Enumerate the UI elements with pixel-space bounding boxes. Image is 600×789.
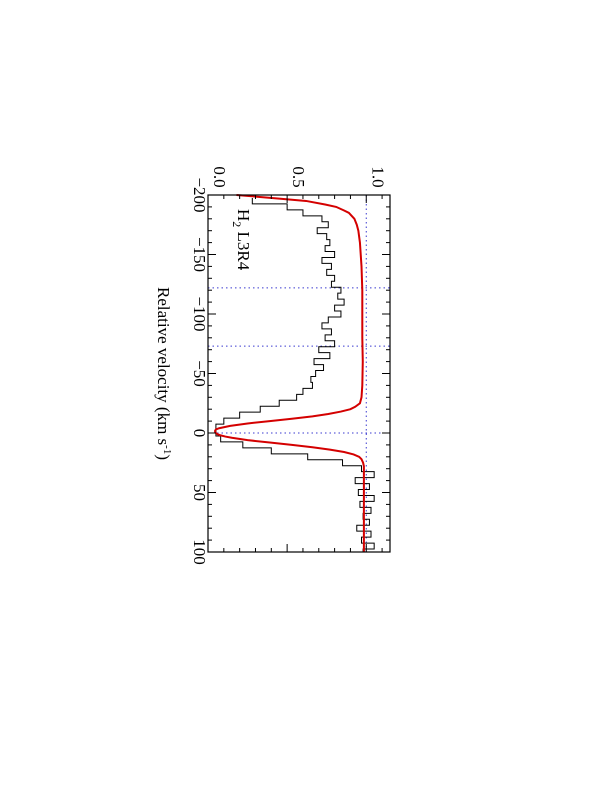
x-tick-label: 0 [190,429,209,438]
axis-ticks [207,194,390,553]
x-tick-label: 50 [190,484,209,501]
series-layer [214,194,375,552]
panel-label: H2 L3R4 [230,209,253,271]
x-tick-label: 100 [190,539,209,565]
x-tick-label: −150 [190,237,209,272]
model-fit-line [214,194,365,552]
panel-label-sub: 2 [230,221,244,227]
x-tick-label: −50 [190,360,209,387]
x-axis-label-end: ) [154,454,173,460]
x-tick-label: −200 [190,177,209,212]
panel-label-rest: L3R4 [234,227,253,270]
y-tick-label: 0.5 [289,166,308,187]
x-tick-label: −100 [190,296,209,331]
axis-tick-labels: −200 −150 −100 −50 0 50 100 0.0 0.5 1.0 [190,166,387,564]
y-tick-label: 1.0 [368,166,387,187]
x-axis-label-main: Relative velocity (km s [154,287,173,445]
y-tick-label: 0.0 [210,166,229,187]
x-axis-label-sup: -1 [161,445,173,454]
x-axis-label: Relative velocity (km s-1) [154,287,173,460]
panel-label-main: H [234,209,253,221]
